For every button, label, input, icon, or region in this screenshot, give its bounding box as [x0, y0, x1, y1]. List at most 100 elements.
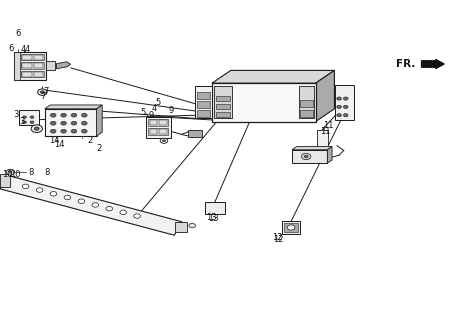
Bar: [14, 52, 20, 80]
Bar: [34, 55, 43, 60]
Circle shape: [41, 91, 44, 93]
Text: 13: 13: [208, 214, 219, 223]
Circle shape: [30, 116, 34, 118]
Bar: [148, 128, 168, 135]
Polygon shape: [316, 70, 334, 122]
Circle shape: [189, 223, 195, 228]
Circle shape: [81, 121, 87, 125]
Circle shape: [301, 153, 311, 160]
Bar: [197, 92, 210, 99]
Circle shape: [23, 121, 26, 124]
Bar: [282, 221, 300, 234]
Circle shape: [23, 116, 26, 118]
Text: 5: 5: [155, 98, 161, 107]
Text: 7: 7: [40, 92, 45, 101]
Bar: [216, 112, 230, 117]
Bar: [197, 110, 210, 117]
Circle shape: [81, 129, 87, 133]
Circle shape: [34, 127, 39, 130]
Bar: [212, 83, 316, 122]
Text: 14: 14: [49, 136, 60, 145]
Circle shape: [61, 129, 66, 133]
Bar: [284, 223, 298, 232]
Circle shape: [9, 171, 12, 173]
Bar: [22, 55, 32, 60]
Polygon shape: [212, 70, 334, 83]
Bar: [195, 86, 212, 118]
Text: FR.: FR.: [396, 59, 415, 69]
Circle shape: [50, 121, 56, 125]
Bar: [19, 110, 39, 125]
Bar: [205, 202, 225, 214]
Bar: [300, 100, 313, 107]
Circle shape: [61, 113, 66, 117]
Polygon shape: [292, 147, 332, 150]
Bar: [159, 129, 167, 134]
Bar: [299, 86, 314, 118]
Circle shape: [304, 155, 308, 158]
Bar: [216, 104, 230, 109]
Text: 8: 8: [45, 168, 50, 177]
Circle shape: [81, 113, 87, 117]
Bar: [175, 222, 187, 232]
Circle shape: [162, 140, 165, 142]
Text: 6: 6: [8, 44, 14, 52]
Text: 6: 6: [15, 29, 20, 38]
Text: 11: 11: [320, 127, 331, 136]
Circle shape: [38, 89, 47, 95]
Circle shape: [337, 97, 341, 100]
Circle shape: [61, 121, 66, 125]
Circle shape: [343, 114, 348, 117]
Bar: [300, 110, 313, 117]
Bar: [21, 54, 44, 60]
Bar: [45, 109, 97, 136]
Polygon shape: [45, 105, 102, 109]
Bar: [335, 85, 354, 120]
Text: 9: 9: [169, 106, 174, 115]
Text: 3: 3: [13, 110, 18, 119]
Circle shape: [92, 203, 98, 207]
Bar: [34, 72, 43, 77]
Text: 2: 2: [87, 136, 92, 145]
Bar: [148, 119, 168, 126]
Text: 11: 11: [324, 121, 334, 130]
Polygon shape: [0, 175, 182, 235]
Bar: [22, 72, 32, 77]
Bar: [21, 71, 44, 77]
Bar: [188, 130, 202, 137]
Circle shape: [134, 214, 140, 218]
Text: 2: 2: [97, 144, 102, 153]
Text: 12: 12: [273, 235, 284, 244]
Circle shape: [343, 105, 348, 108]
Text: 7: 7: [43, 87, 49, 96]
Polygon shape: [327, 147, 332, 163]
Bar: [22, 63, 32, 68]
Circle shape: [6, 169, 15, 175]
Circle shape: [71, 113, 77, 117]
Bar: [317, 130, 328, 150]
Text: 14: 14: [54, 140, 65, 149]
Circle shape: [22, 184, 29, 188]
Circle shape: [120, 210, 127, 215]
Bar: [150, 120, 157, 125]
Bar: [214, 86, 232, 118]
Text: 10: 10: [2, 170, 13, 179]
Bar: [216, 96, 230, 101]
Circle shape: [36, 188, 43, 192]
Polygon shape: [97, 105, 102, 136]
Circle shape: [78, 199, 85, 204]
Circle shape: [337, 114, 341, 117]
Text: 10: 10: [10, 170, 21, 179]
Bar: [14, 52, 46, 80]
Circle shape: [106, 206, 113, 211]
Bar: [34, 63, 43, 68]
Text: 8: 8: [28, 168, 33, 177]
FancyArrow shape: [422, 60, 444, 68]
Text: 5: 5: [140, 108, 145, 117]
Text: 12: 12: [272, 233, 283, 242]
Text: 3: 3: [20, 117, 25, 126]
Bar: [21, 62, 44, 69]
Text: 4: 4: [152, 104, 157, 113]
Bar: [150, 129, 157, 134]
Bar: [292, 150, 327, 163]
